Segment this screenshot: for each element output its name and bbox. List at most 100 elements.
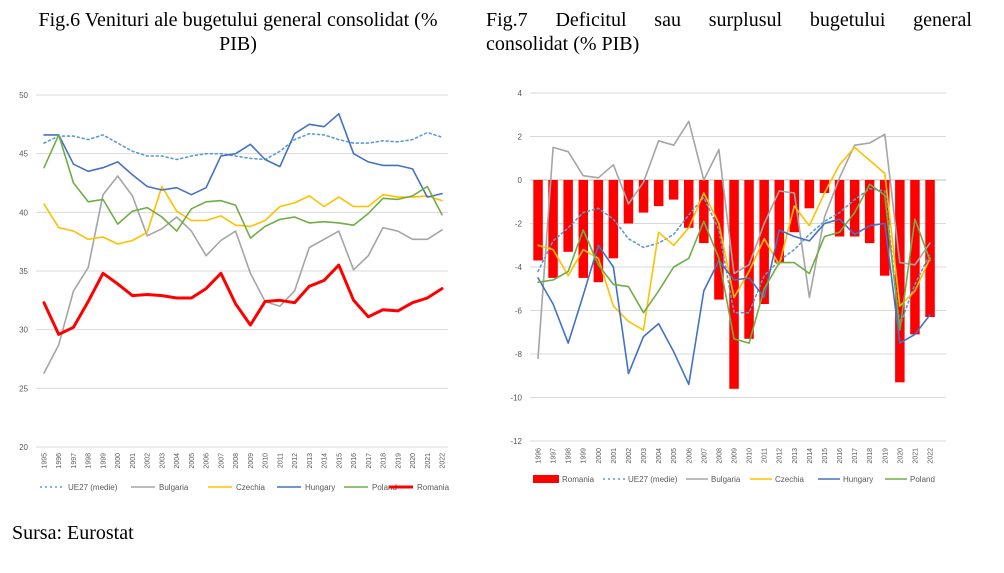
x-tick-label: 2013 <box>307 453 314 469</box>
series-line-bulgaria <box>43 175 443 374</box>
x-tick-label: 2011 <box>762 448 769 463</box>
bar-romania <box>819 180 830 193</box>
x-tick-label: 2004 <box>656 448 663 464</box>
series-line-ue27-medie- <box>43 131 443 161</box>
x-tick-label: 2008 <box>233 453 240 469</box>
x-tick-label: 2012 <box>777 448 784 464</box>
x-tick-label: 1996 <box>56 453 63 469</box>
fig6-title: Fig.6 Venituri ale bugetului general con… <box>38 9 438 55</box>
x-tick-label: 2017 <box>366 453 373 469</box>
y-tick-label: 35 <box>19 267 28 276</box>
x-tick-label: 2001 <box>611 448 618 464</box>
x-tick-label: 2006 <box>204 453 211 469</box>
x-tick-label: 1998 <box>566 448 573 464</box>
y-tick-label: -12 <box>510 437 522 446</box>
x-tick-label: 1998 <box>86 453 93 469</box>
fig7-title: Fig.7 Deficitul sau surplusul bugetului … <box>486 8 972 56</box>
bar-romania <box>895 180 905 383</box>
bar-romania <box>864 180 875 244</box>
x-tick-label: 2014 <box>807 448 814 464</box>
bar-romania <box>729 180 739 389</box>
legend-label: Poland <box>372 483 397 492</box>
x-tick-label: 1999 <box>581 448 588 464</box>
x-tick-label: 2008 <box>716 448 723 464</box>
x-tick-label: 2022 <box>440 453 447 469</box>
bar-romania <box>759 180 769 304</box>
y-tick-label: 20 <box>19 443 28 452</box>
x-tick-label: 2007 <box>218 453 225 469</box>
bar-romania <box>578 180 588 278</box>
x-tick-label: 2018 <box>381 453 388 469</box>
x-tick-label: 2016 <box>351 453 358 469</box>
series-line-ue27-medie- <box>537 187 931 327</box>
y-tick-label: 2 <box>518 133 523 142</box>
y-tick-label: 30 <box>19 326 28 335</box>
legend-label: Czechia <box>775 475 804 484</box>
x-tick-label: 2019 <box>395 453 402 469</box>
bar-romania <box>563 180 573 252</box>
x-tick-label: 2005 <box>671 448 678 464</box>
y-tick-label: -4 <box>515 263 523 272</box>
x-tick-label: 2010 <box>747 448 754 464</box>
bar-romania <box>593 180 604 283</box>
series-line-romania <box>42 263 444 336</box>
bar-romania <box>834 180 845 237</box>
x-tick-label: 2003 <box>159 453 166 469</box>
x-tick-label: 1996 <box>536 448 543 464</box>
bar-romania <box>925 180 935 317</box>
fig7-chart: -12 -10 -8 -6 -4 -2 0 2 4 1996 1997 1998 1999 2000 200… <box>510 89 946 484</box>
y-tick-label: 45 <box>19 150 28 159</box>
x-tick-label: 2011 <box>277 453 284 468</box>
bar-romania <box>774 180 784 263</box>
x-tick-label: 2003 <box>641 448 648 464</box>
legend-label: Hungary <box>305 483 335 492</box>
series-line-hungary <box>43 113 443 198</box>
x-tick-label: 2009 <box>732 448 739 464</box>
legend-label: Poland <box>910 475 935 484</box>
legend-label: Czechia <box>236 483 265 492</box>
x-tick-label: 2017 <box>852 448 859 464</box>
bar-romania <box>714 180 724 300</box>
series-line-hungary <box>537 218 931 386</box>
y-tick-label: 25 <box>19 384 28 393</box>
fig6-chart: 20 25 30 35 40 45 50 1995 1996 1997 1998 1999 2000 20… <box>19 91 450 492</box>
source-note: Sursa: Eurostat <box>12 522 134 544</box>
x-tick-label: 2000 <box>115 453 122 469</box>
bar-romania <box>653 180 664 207</box>
bar-romania <box>684 180 694 228</box>
legend-label: Romania <box>562 475 595 484</box>
y-tick-label: 4 <box>518 89 523 98</box>
x-tick-label: 2006 <box>686 448 693 464</box>
x-tick-label: 2002 <box>626 448 633 464</box>
y-tick-label: -2 <box>515 220 523 229</box>
x-tick-label: 2013 <box>792 448 799 464</box>
y-tick-label: 40 <box>19 208 28 217</box>
series-line-bulgaria <box>537 120 931 360</box>
x-tick-label: 2009 <box>248 453 255 469</box>
x-tick-label: 2014 <box>322 453 329 469</box>
legend-label: Bulgaria <box>159 483 189 492</box>
y-tick-label: 50 <box>19 91 28 100</box>
bar-romania <box>804 180 815 209</box>
fig7-title-line2: consolidat (% PIB) <box>486 33 640 55</box>
legend-label: Hungary <box>843 475 873 484</box>
x-tick-label: 1997 <box>71 453 78 469</box>
x-tick-label: 2021 <box>912 448 919 464</box>
x-tick-label: 2010 <box>263 453 270 469</box>
x-tick-label: 2020 <box>897 448 904 464</box>
x-tick-label: 2016 <box>837 448 844 464</box>
x-tick-label: 2002 <box>145 453 152 469</box>
x-tick-label: 2015 <box>336 453 343 469</box>
x-tick-label: 2007 <box>701 448 708 464</box>
x-tick-label: 2020 <box>410 453 417 469</box>
y-tick-label: -6 <box>515 307 523 316</box>
bar-romania <box>533 180 543 261</box>
fig7-title-line1: Fig.7 Deficitul sau surplusul bugetului … <box>486 9 972 31</box>
legend-label: UE27 (medie) <box>68 483 118 492</box>
legend-label: Bulgaria <box>711 475 741 484</box>
x-tick-label: 2005 <box>189 453 196 469</box>
bar-romania <box>849 180 860 237</box>
series-line-czechia <box>43 185 443 245</box>
legend-label: Romania <box>417 483 450 492</box>
y-tick-label: -10 <box>510 394 522 403</box>
